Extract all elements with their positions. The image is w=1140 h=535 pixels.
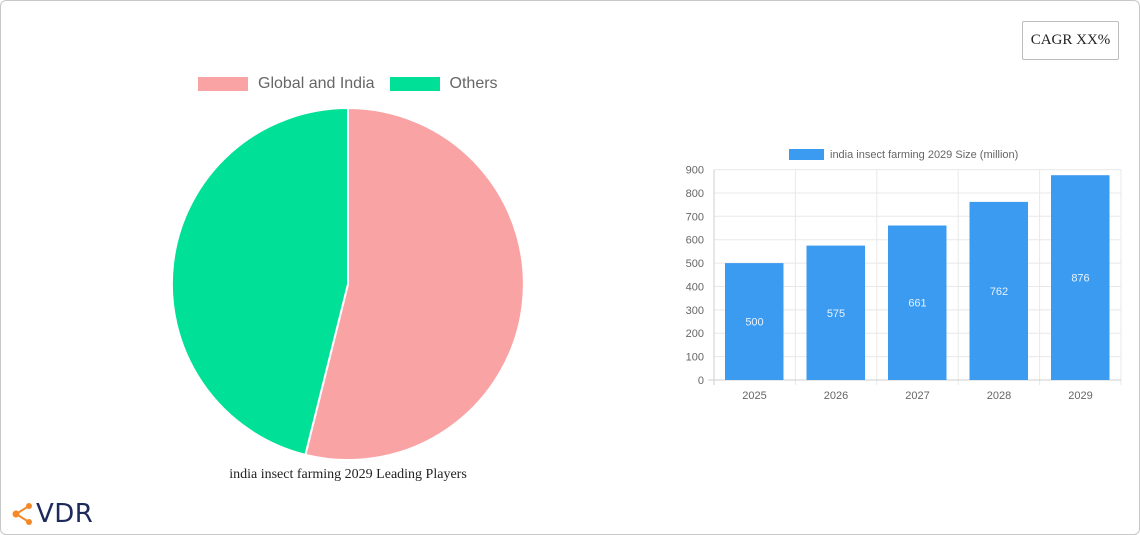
svg-text:400: 400 xyxy=(686,282,704,294)
svg-text:700: 700 xyxy=(686,211,704,223)
pie-chart xyxy=(170,106,525,461)
pie-legend: Global and India Others xyxy=(198,75,513,93)
legend-item-others[interactable]: Others xyxy=(389,75,498,93)
bar-2028[interactable] xyxy=(969,201,1029,380)
bar-2027[interactable] xyxy=(888,225,947,381)
bar-legend-label[interactable]: india insect farming 2029 Size (million) xyxy=(830,149,1018,161)
x-tick-labels: 2025 2026 2027 2028 2029 xyxy=(742,390,1092,402)
bar-2025[interactable] xyxy=(725,263,784,380)
svg-text:800: 800 xyxy=(686,188,704,200)
svg-text:500: 500 xyxy=(745,317,763,329)
svg-text:2025: 2025 xyxy=(742,390,766,402)
share-nodes-icon xyxy=(12,503,32,525)
svg-text:2029: 2029 xyxy=(1068,390,1092,402)
legend-label: Global and India xyxy=(258,75,375,92)
svg-text:200: 200 xyxy=(686,328,704,340)
y-tick-labels: 0 100 200 300 400 500 600 700 800 900 xyxy=(686,165,704,387)
svg-text:300: 300 xyxy=(686,305,704,317)
legend-item-global-and-india[interactable]: Global and India xyxy=(198,75,375,93)
logo-text: VDR xyxy=(36,499,94,529)
pie-title: india insect farming 2029 Leading Player… xyxy=(229,467,467,482)
svg-text:661: 661 xyxy=(908,298,926,310)
bar-chart: india insect farming 2029 Size (million)… xyxy=(686,149,1122,402)
legend-label: Others xyxy=(449,75,498,92)
legend-swatch-pink xyxy=(198,77,248,91)
svg-text:600: 600 xyxy=(686,235,704,247)
bars xyxy=(725,175,1110,380)
legend-swatch-green xyxy=(389,77,440,91)
svg-text:0: 0 xyxy=(698,375,704,387)
svg-text:575: 575 xyxy=(827,308,845,320)
bar-legend-swatch xyxy=(789,149,824,160)
bar-2026[interactable] xyxy=(806,245,866,380)
svg-text:2027: 2027 xyxy=(905,390,929,402)
svg-text:900: 900 xyxy=(686,165,704,177)
svg-text:876: 876 xyxy=(1071,273,1089,285)
svg-text:2028: 2028 xyxy=(987,390,1011,402)
svg-text:762: 762 xyxy=(990,286,1008,298)
pie-slice-others[interactable] xyxy=(170,106,349,457)
svg-text:2026: 2026 xyxy=(824,390,848,402)
bar-2029[interactable] xyxy=(1051,175,1110,380)
pie-slice-global-and-india[interactable] xyxy=(304,106,525,461)
cagr-label: CAGR XX% xyxy=(1030,32,1111,48)
cagr-badge: CAGR XX% xyxy=(1022,21,1119,60)
svg-text:100: 100 xyxy=(686,352,704,364)
bar-value-labels: 500 575 661 762 876 xyxy=(745,273,1089,329)
vdr-logo[interactable]: VDR xyxy=(12,499,93,529)
svg-text:500: 500 xyxy=(686,258,704,270)
